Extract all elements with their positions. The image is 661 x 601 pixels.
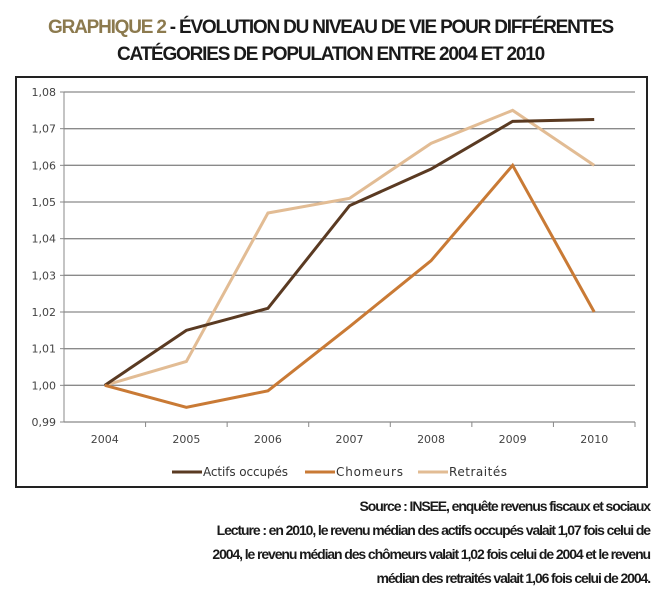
x-tick-label: 2008 xyxy=(417,433,445,446)
y-tick-label: 1,05 xyxy=(32,196,57,209)
title-line-2: CATÉGORIES DE POPULATION ENTRE 2004 ET 2… xyxy=(116,44,545,65)
series-line-3 xyxy=(104,108,596,387)
x-tick-label: 2009 xyxy=(499,433,527,446)
y-tick-label: 1,03 xyxy=(32,269,57,282)
x-tick-label: 2006 xyxy=(254,433,282,446)
series-line-2 xyxy=(104,162,596,409)
reading-note-line-2: 2004, le revenu médian des chômeurs vala… xyxy=(212,546,651,562)
legend-label: Retraités xyxy=(449,465,507,479)
y-tick-label: 1,00 xyxy=(32,379,57,392)
y-tick-label: 1,04 xyxy=(32,233,57,246)
x-tick-label: 2004 xyxy=(91,433,119,446)
y-tick-label: 1,06 xyxy=(32,159,57,172)
y-tick-label: 0,99 xyxy=(32,416,57,429)
source-note: Source : INSEE, enquête revenus fiscaux … xyxy=(359,498,652,514)
chart-frame xyxy=(15,76,648,488)
chart-title: GRAPHIQUE 2 - ÉVOLUTION DU NIVEAU DE VIE… xyxy=(10,14,651,68)
series-line-1 xyxy=(103,118,595,387)
y-tick-label: 1,01 xyxy=(32,343,57,356)
x-tick-label: 2010 xyxy=(580,433,608,446)
reading-note-line-3: médian des retraités valait 1,06 fois ce… xyxy=(376,570,651,586)
chart-notes: Source : INSEE, enquête revenus fiscaux … xyxy=(10,494,652,590)
title-line-1: - ÉVOLUTION DU NIVEAU DE VIE POUR DIFFÉR… xyxy=(165,17,614,38)
y-tick-label: 1,07 xyxy=(32,123,57,136)
legend-label: Chomeurs xyxy=(336,465,403,479)
reading-note-line-1: Lecture : en 2010, le revenu médian des … xyxy=(216,522,651,538)
x-tick-label: 2007 xyxy=(336,433,364,446)
y-tick-label: 1,08 xyxy=(32,86,57,99)
y-tick-label: 1,02 xyxy=(32,306,57,319)
legend-label: Actifs occupés xyxy=(203,465,288,479)
x-tick-label: 2005 xyxy=(172,433,200,446)
chart-number: GRAPHIQUE 2 xyxy=(47,17,167,38)
